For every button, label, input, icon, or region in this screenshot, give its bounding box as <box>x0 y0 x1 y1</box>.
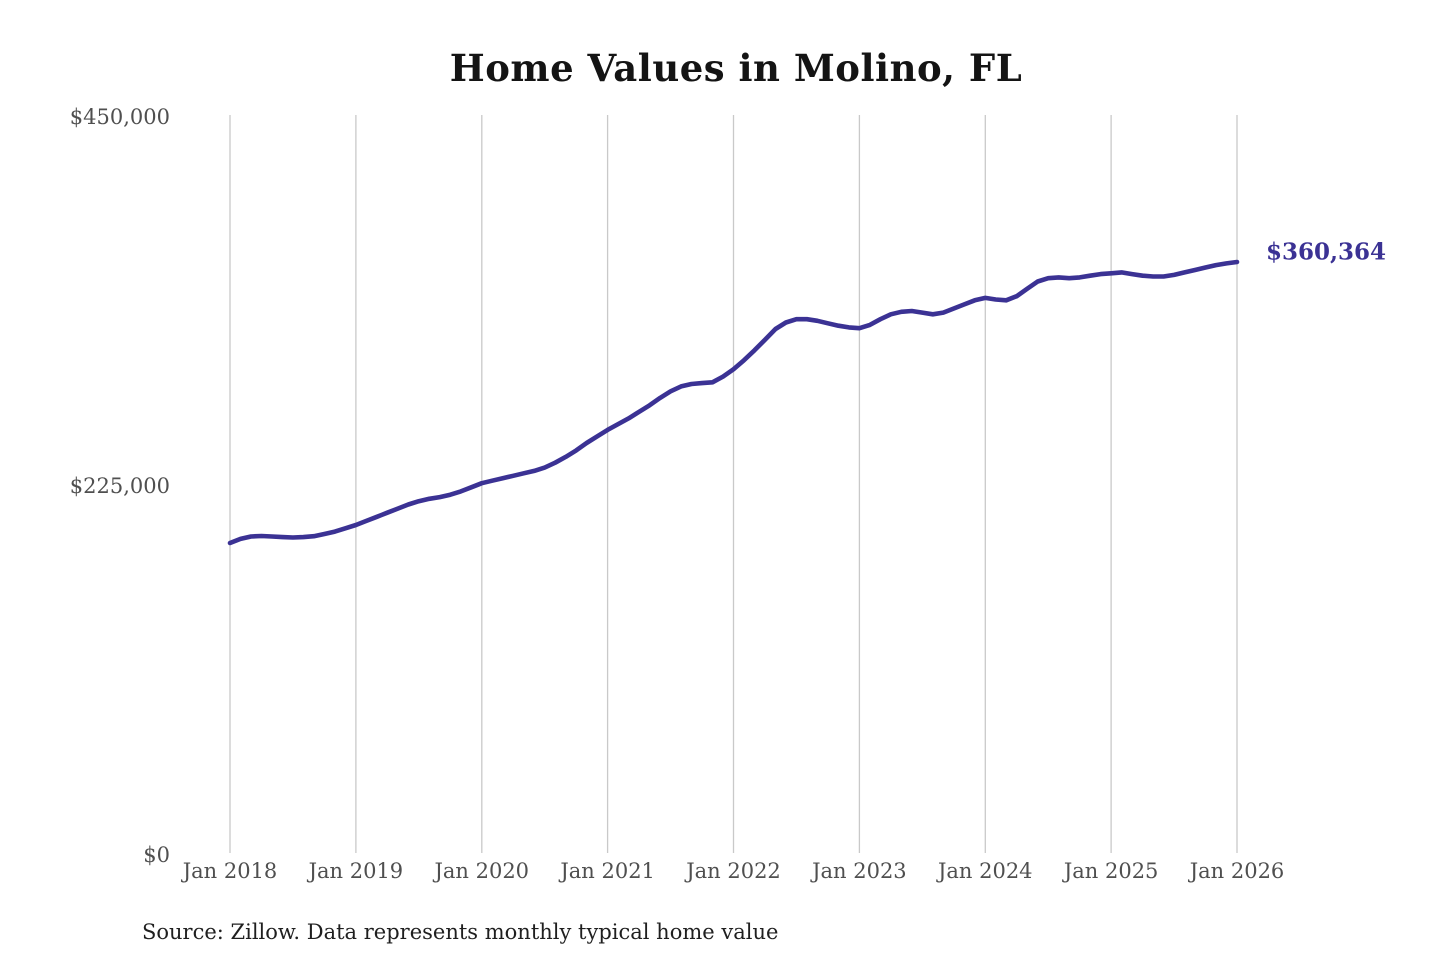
x-axis-tick-label: Jan 2018 <box>182 859 278 883</box>
x-axis-tick-label: Jan 2019 <box>308 859 404 883</box>
x-axis-tick-label: Jan 2022 <box>686 859 781 883</box>
x-axis-tick-label: Jan 2021 <box>560 859 655 883</box>
chart-title: Home Values in Molino, FL <box>449 46 1023 90</box>
x-axis-tick-label: Jan 2023 <box>812 859 907 883</box>
y-axis-tick-label: $0 <box>143 843 170 867</box>
x-axis-tick-label: Jan 2025 <box>1063 859 1159 883</box>
value-line <box>227 259 1240 546</box>
current-value-annotation: $360,364 <box>1266 238 1387 266</box>
y-axis-tick-label: $225,000 <box>69 474 170 498</box>
x-axis-tick-label: Jan 2020 <box>434 859 530 883</box>
x-axis-tick-label: Jan 2024 <box>937 859 1033 883</box>
source-note: Source: Zillow. Data represents monthly … <box>142 920 779 944</box>
y-axis-tick-label: $450,000 <box>69 105 170 129</box>
x-axis-tick-label: Jan 2026 <box>1189 859 1285 883</box>
